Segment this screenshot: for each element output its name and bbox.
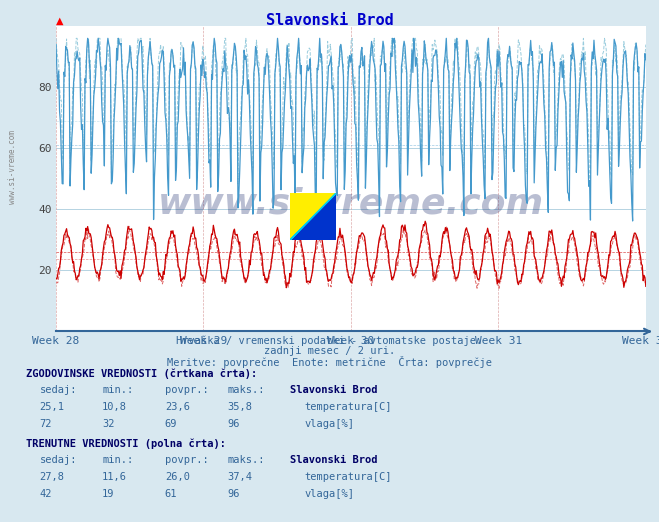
Text: Slavonski Brod: Slavonski Brod: [290, 455, 378, 465]
Text: 27,8: 27,8: [40, 472, 65, 482]
Text: ▲: ▲: [56, 16, 63, 26]
Text: 69: 69: [165, 419, 177, 429]
Text: TRENUTNE VREDNOSTI (polna črta):: TRENUTNE VREDNOSTI (polna črta):: [26, 438, 226, 449]
Text: Hrvaška / vremenski podatki - avtomatske postaje.: Hrvaška / vremenski podatki - avtomatske…: [177, 335, 482, 346]
Text: www.si-vreme.com: www.si-vreme.com: [8, 130, 17, 204]
Text: Slavonski Brod: Slavonski Brod: [290, 385, 378, 395]
Text: povpr.:: povpr.:: [165, 455, 208, 465]
Text: 19: 19: [102, 489, 115, 499]
Text: 96: 96: [227, 489, 240, 499]
Text: zadnji mesec / 2 uri.: zadnji mesec / 2 uri.: [264, 346, 395, 355]
Text: 35,8: 35,8: [227, 402, 252, 412]
Text: 42: 42: [40, 489, 52, 499]
Text: maks.:: maks.:: [227, 455, 265, 465]
Text: 11,6: 11,6: [102, 472, 127, 482]
Text: 25,1: 25,1: [40, 402, 65, 412]
Text: Meritve: povprečne  Enote: metrične  Črta: povprečje: Meritve: povprečne Enote: metrične Črta:…: [167, 356, 492, 368]
Text: min.:: min.:: [102, 455, 133, 465]
Text: temperatura[C]: temperatura[C]: [304, 472, 392, 482]
Polygon shape: [290, 193, 336, 240]
Polygon shape: [290, 193, 336, 240]
Text: 26,0: 26,0: [165, 472, 190, 482]
Text: www.si-vreme.com: www.si-vreme.com: [158, 186, 544, 220]
Text: vlaga[%]: vlaga[%]: [304, 419, 355, 429]
Text: 32: 32: [102, 419, 115, 429]
Text: 72: 72: [40, 419, 52, 429]
Text: min.:: min.:: [102, 385, 133, 395]
Text: 61: 61: [165, 489, 177, 499]
Text: 96: 96: [227, 419, 240, 429]
Text: Slavonski Brod: Slavonski Brod: [266, 13, 393, 28]
Text: 10,8: 10,8: [102, 402, 127, 412]
Polygon shape: [290, 193, 336, 240]
Text: vlaga[%]: vlaga[%]: [304, 489, 355, 499]
Text: sedaj:: sedaj:: [40, 455, 77, 465]
Text: ZGODOVINSKE VREDNOSTI (črtkana črta):: ZGODOVINSKE VREDNOSTI (črtkana črta):: [26, 368, 258, 378]
Text: sedaj:: sedaj:: [40, 385, 77, 395]
Text: maks.:: maks.:: [227, 385, 265, 395]
Text: povpr.:: povpr.:: [165, 385, 208, 395]
Text: 37,4: 37,4: [227, 472, 252, 482]
Text: temperatura[C]: temperatura[C]: [304, 402, 392, 412]
Text: 23,6: 23,6: [165, 402, 190, 412]
